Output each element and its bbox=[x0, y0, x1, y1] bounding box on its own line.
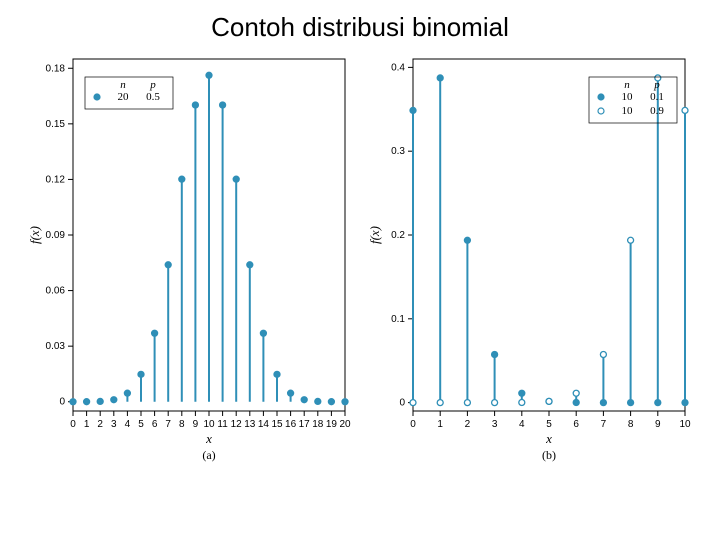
svg-text:10: 10 bbox=[622, 105, 634, 117]
svg-text:18: 18 bbox=[312, 419, 324, 430]
svg-text:(a): (a) bbox=[202, 448, 215, 462]
chart-a-container: 00.030.060.090.120.150.18012345678910111… bbox=[25, 49, 355, 469]
svg-text:0.3: 0.3 bbox=[391, 146, 405, 157]
svg-text:5: 5 bbox=[138, 419, 144, 430]
svg-text:17: 17 bbox=[299, 419, 311, 430]
svg-text:p: p bbox=[149, 79, 156, 91]
svg-text:n: n bbox=[624, 79, 630, 91]
svg-text:f(x): f(x) bbox=[27, 226, 42, 244]
svg-text:0: 0 bbox=[399, 398, 405, 409]
page-title: Contoh distribusi binomial bbox=[0, 0, 720, 49]
svg-text:f(x): f(x) bbox=[367, 226, 382, 244]
svg-text:3: 3 bbox=[111, 419, 117, 430]
svg-text:20: 20 bbox=[339, 419, 351, 430]
svg-text:0: 0 bbox=[410, 419, 416, 430]
svg-text:9: 9 bbox=[655, 419, 661, 430]
svg-text:0.06: 0.06 bbox=[46, 286, 66, 297]
svg-text:11: 11 bbox=[217, 419, 228, 430]
svg-text:0.1: 0.1 bbox=[391, 314, 405, 325]
svg-text:(b): (b) bbox=[542, 448, 556, 462]
svg-text:8: 8 bbox=[179, 419, 185, 430]
svg-text:6: 6 bbox=[573, 419, 579, 430]
svg-text:7: 7 bbox=[165, 419, 171, 430]
chart-b-container: 0 0.1 0.2 0.3 0.4 0 1 2 3 4 5 6 7 8 9 10 x (b) f(x) n p 10 0.1… bbox=[365, 49, 695, 469]
svg-text:0.9: 0.9 bbox=[650, 105, 664, 117]
chart-b: 0 0.1 0.2 0.3 0.4 0 1 2 3 4 5 6 7 8 9 10 x (b) f(x) n p 10 0.1… bbox=[365, 49, 695, 469]
svg-text:7: 7 bbox=[601, 419, 607, 430]
svg-text:14: 14 bbox=[258, 419, 270, 430]
svg-text:x: x bbox=[545, 431, 552, 446]
svg-text:p: p bbox=[653, 79, 660, 91]
svg-text:20: 20 bbox=[118, 91, 130, 103]
svg-text:x: x bbox=[205, 431, 212, 446]
svg-text:19: 19 bbox=[326, 419, 338, 430]
svg-text:0.5: 0.5 bbox=[146, 91, 160, 103]
svg-text:2: 2 bbox=[97, 419, 103, 430]
svg-text:0.4: 0.4 bbox=[391, 62, 405, 73]
svg-text:8: 8 bbox=[628, 419, 634, 430]
svg-text:0.12: 0.12 bbox=[46, 174, 66, 185]
charts-row: 00.030.060.090.120.150.18012345678910111… bbox=[0, 49, 720, 469]
svg-text:16: 16 bbox=[285, 419, 297, 430]
svg-text:10: 10 bbox=[679, 419, 691, 430]
svg-text:0.2: 0.2 bbox=[391, 230, 405, 241]
svg-text:5: 5 bbox=[546, 419, 552, 430]
svg-text:10: 10 bbox=[203, 419, 215, 430]
svg-text:10: 10 bbox=[622, 91, 634, 103]
svg-text:0: 0 bbox=[59, 397, 65, 408]
chart-a: 00.030.060.090.120.150.18012345678910111… bbox=[25, 49, 355, 469]
svg-text:1: 1 bbox=[84, 419, 90, 430]
svg-text:13: 13 bbox=[244, 419, 256, 430]
svg-text:4: 4 bbox=[125, 419, 131, 430]
svg-text:3: 3 bbox=[492, 419, 498, 430]
svg-text:4: 4 bbox=[519, 419, 525, 430]
svg-text:0.18: 0.18 bbox=[46, 63, 66, 74]
svg-text:2: 2 bbox=[465, 419, 471, 430]
svg-text:9: 9 bbox=[193, 419, 199, 430]
svg-text:1: 1 bbox=[437, 419, 443, 430]
svg-text:0.1: 0.1 bbox=[650, 91, 664, 103]
svg-text:0.03: 0.03 bbox=[46, 341, 66, 352]
svg-text:0: 0 bbox=[70, 419, 76, 430]
svg-text:n: n bbox=[120, 79, 126, 91]
svg-text:0.15: 0.15 bbox=[46, 119, 66, 130]
svg-text:0.09: 0.09 bbox=[46, 230, 66, 241]
svg-text:12: 12 bbox=[231, 419, 243, 430]
svg-text:15: 15 bbox=[271, 419, 283, 430]
svg-text:6: 6 bbox=[152, 419, 158, 430]
